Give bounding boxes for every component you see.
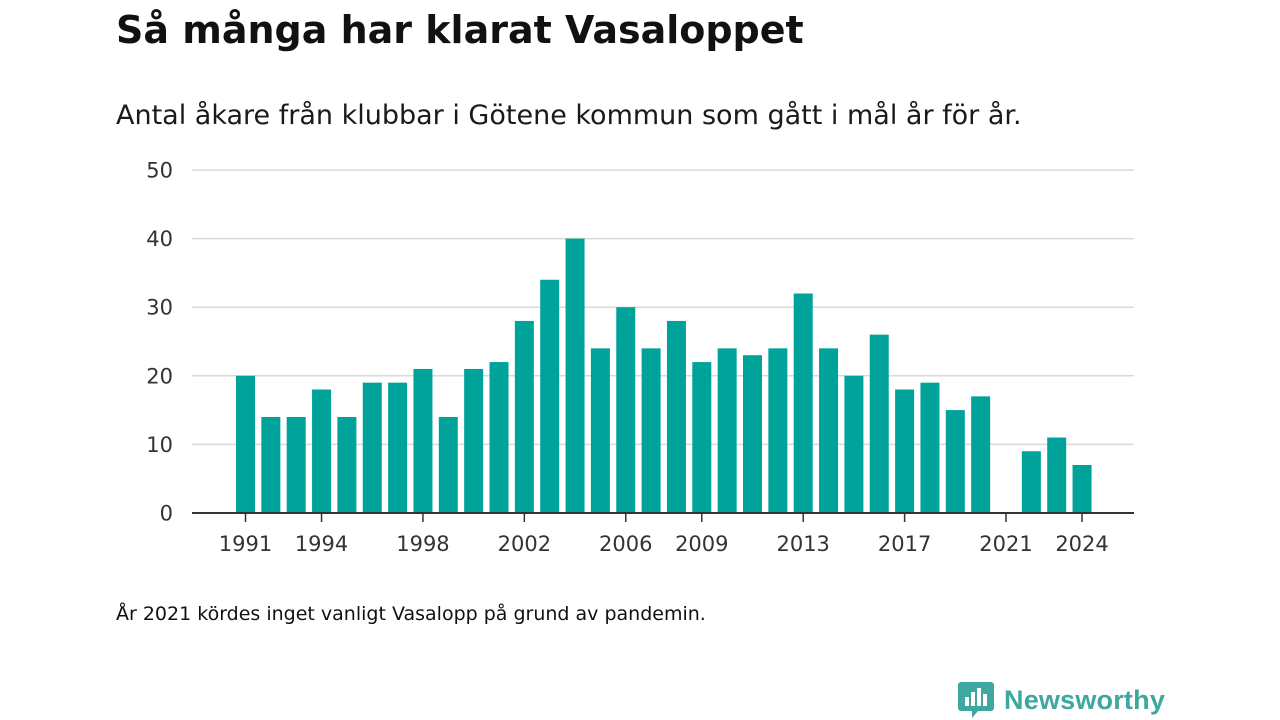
x-tick-label-2009: 2009 (675, 532, 728, 556)
bar-2005 (590, 348, 610, 513)
bar-2015 (844, 375, 864, 513)
y-tick-label-20: 20 (146, 364, 173, 388)
bar-1992 (261, 416, 281, 513)
bar-1993 (286, 416, 306, 513)
bar-2024 (1072, 464, 1092, 513)
bars (236, 238, 1092, 513)
bar-2001 (489, 362, 509, 513)
x-tick-label-1998: 1998 (396, 532, 449, 556)
bar-2011 (743, 355, 762, 513)
bar-2002 (514, 320, 534, 513)
bar-2019 (945, 410, 965, 513)
bar-2008 (666, 320, 686, 513)
bar-2009 (692, 362, 712, 513)
bar-1998 (413, 368, 433, 513)
y-tick-label-50: 50 (146, 159, 173, 183)
bar-chart: 0 10 20 30 40 50 1991 1994 1998 2002 2006 2009 2013… (146, 159, 1134, 556)
chart-subtitle: Antal åkare från klubbar i Götene kommun… (116, 100, 1022, 131)
bar-2016 (869, 334, 889, 513)
x-tick-label-2021: 2021 (979, 532, 1032, 556)
bar-1994 (312, 389, 332, 513)
bar-2012 (768, 348, 788, 513)
bar-2006 (616, 307, 636, 513)
x-tick-label-1994: 1994 (295, 532, 348, 556)
x-tick-label-1991: 1991 (219, 532, 272, 556)
bar-2010 (717, 348, 737, 513)
x-tick-label-2017: 2017 (878, 532, 931, 556)
y-axis-tick-labels: 0 10 20 30 40 50 (146, 159, 173, 526)
bar-1991 (236, 375, 255, 513)
bar-2000 (464, 368, 484, 513)
bar-2023 (1047, 437, 1067, 513)
bar-1995 (337, 416, 357, 513)
x-axis (192, 512, 1134, 522)
bar-chart-speech-bubble-icon (958, 682, 994, 718)
bar-2020 (971, 396, 991, 513)
bar-2022 (1021, 451, 1041, 513)
y-tick-label-10: 10 (146, 433, 173, 457)
bar-2013 (793, 293, 813, 513)
x-tick-label-2013: 2013 (776, 532, 829, 556)
x-axis-tick-labels: 1991 1994 1998 2002 2006 2009 2013 2017 2021 2024 (219, 532, 1109, 556)
y-tick-label-40: 40 (146, 227, 173, 251)
newsworthy-logo[interactable]: Newsworthy (958, 680, 1165, 720)
chart-title: Så många har klarat Vasaloppet (116, 8, 804, 52)
bar-1996 (362, 382, 382, 513)
y-tick-label-0: 0 (160, 502, 173, 526)
x-tick-label-2002: 2002 (498, 532, 551, 556)
x-tick-label-2006: 2006 (599, 532, 652, 556)
footnote: År 2021 kördes inget vanligt Vasalopp på… (116, 603, 706, 625)
bar-1999 (438, 416, 458, 513)
bar-2014 (819, 348, 839, 513)
bar-2017 (895, 389, 915, 513)
y-tick-label-30: 30 (146, 296, 173, 320)
bar-2004 (565, 238, 585, 513)
bar-2003 (540, 279, 560, 513)
brand-name: Newsworthy (1004, 684, 1166, 715)
x-tick-label-2024: 2024 (1055, 532, 1108, 556)
bar-1997 (388, 382, 408, 513)
grid-lines (192, 169, 1134, 446)
bar-2018 (920, 382, 940, 513)
bar-2007 (641, 348, 661, 513)
